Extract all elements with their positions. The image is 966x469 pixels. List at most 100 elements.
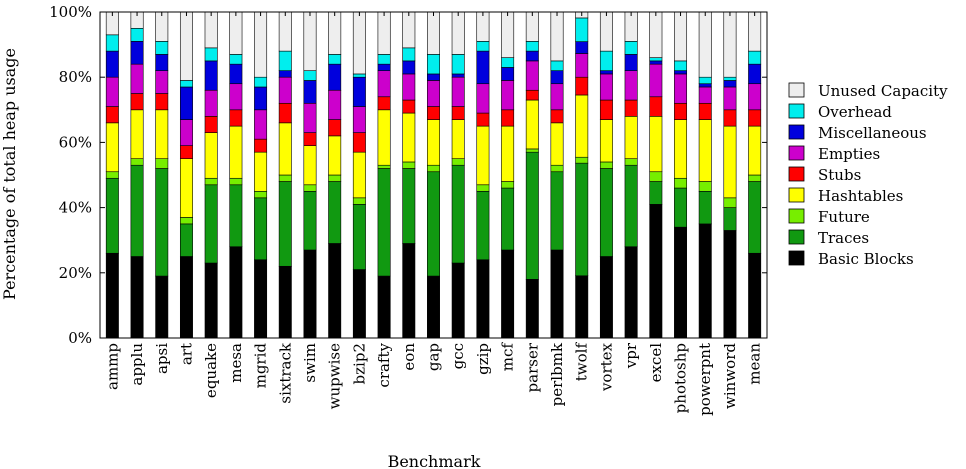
- bar-segment-empties-mesa: [229, 83, 243, 111]
- bar-segment-basic-blocks-eon: [402, 243, 416, 339]
- bar-segment-stubs-wupwise: [328, 119, 342, 137]
- bar-segment-hashtables-gap: [427, 119, 440, 166]
- bar-segment-miscellaneous-gap: [427, 73, 440, 81]
- bar-segment-stubs-mgrid: [254, 138, 268, 153]
- bar-segment-empties-ammp: [105, 76, 119, 107]
- bar-segment-stubs-mean: [748, 109, 762, 127]
- x-tick-label-eon: eon: [400, 343, 418, 371]
- bar-segment-stubs-equake: [204, 116, 218, 133]
- bar-segment-overhead-sixtrack: [278, 50, 292, 71]
- bar-segment-stubs-swim: [303, 132, 317, 146]
- bar-segment-traces-excel: [649, 181, 663, 205]
- x-tick-label-gap: gap: [425, 343, 443, 371]
- bar-segment-stubs-gap: [427, 106, 440, 120]
- bar-segment-overhead-parser: [525, 41, 539, 52]
- bar-segment-future-twolf: [575, 156, 589, 164]
- bar-segment-stubs-excel: [649, 96, 663, 117]
- bar-segment-hashtables-ammp: [105, 122, 119, 173]
- bar-segment-stubs-photoshp: [674, 102, 688, 120]
- bar-segment-stubs-mesa: [229, 109, 243, 127]
- bar-segment-hashtables-crafty: [377, 109, 391, 166]
- bar-segment-basic-blocks-applu: [130, 256, 144, 339]
- bar-segment-traces-gcc: [451, 164, 465, 264]
- bar-segment-basic-blocks-bzip2: [352, 269, 366, 339]
- bar-segment-empties-crafty: [377, 70, 391, 98]
- bar-segment-empties-gap: [427, 80, 440, 107]
- bar-segment-miscellaneous-equake: [204, 60, 218, 91]
- bar-segment-unused-capacity-equake: [204, 11, 218, 49]
- bar-segment-hashtables-apsi: [155, 109, 169, 160]
- bar-segment-future-crafty: [377, 164, 391, 169]
- bar-segment-basic-blocks-vpr: [624, 246, 638, 339]
- y-tick-label: 100%: [49, 3, 92, 21]
- bar-segment-unused-capacity-mcf: [501, 11, 515, 58]
- x-tick-label-powerpnt: powerpnt: [696, 343, 714, 416]
- x-tick-label-wupwise: wupwise: [326, 343, 344, 409]
- bar-segment-overhead-powerpnt: [698, 76, 712, 85]
- bar-segment-stubs-art: [179, 145, 193, 160]
- legend-label-hashtables: Hashtables: [818, 187, 903, 205]
- bar-segment-overhead-equake: [204, 47, 218, 62]
- bar-segment-stubs-applu: [130, 93, 144, 111]
- bar-segment-unused-capacity-winword: [723, 11, 737, 78]
- bar-segment-traces-mgrid: [254, 197, 268, 261]
- legend-swatch-future: [788, 208, 805, 224]
- bar-segment-overhead-apsi: [155, 41, 169, 55]
- x-tick-label-swim: swim: [301, 343, 319, 383]
- bar-segment-overhead-wupwise: [328, 54, 342, 65]
- legend-swatch-empties: [788, 145, 805, 161]
- bar-segment-miscellaneous-applu: [130, 41, 144, 65]
- bar-segment-empties-parser: [525, 60, 539, 91]
- bar-segment-future-powerpnt: [698, 181, 712, 192]
- x-tick-label-vpr: vpr: [622, 342, 640, 369]
- y-tick-label: 60%: [59, 133, 92, 151]
- legend-label-basic-blocks: Basic Blocks: [818, 250, 914, 268]
- bar-segment-hashtables-twolf: [575, 94, 589, 158]
- bar-segment-hashtables-sixtrack: [278, 122, 292, 176]
- bar-segment-basic-blocks-crafty: [377, 275, 391, 339]
- bar-segment-overhead-ammp: [105, 34, 119, 52]
- bar-segment-stubs-winword: [723, 109, 737, 127]
- bar-segment-unused-capacity-photoshp: [674, 11, 688, 62]
- bar-segment-stubs-twolf: [575, 76, 589, 96]
- y-tick-label: 0%: [68, 329, 92, 347]
- bar-segment-traces-twolf: [575, 162, 589, 277]
- bar-segment-unused-capacity-mesa: [229, 11, 243, 55]
- bar-segment-miscellaneous-mgrid: [254, 86, 268, 111]
- bar-segment-miscellaneous-powerpnt: [698, 83, 712, 88]
- plot-frame: [99, 11, 768, 339]
- bar-segment-basic-blocks-mgrid: [254, 259, 268, 339]
- bar-segment-future-parser: [525, 148, 539, 153]
- bar-segment-unused-capacity-swim: [303, 11, 317, 71]
- bar-segment-empties-swim: [303, 102, 317, 133]
- bar-segment-future-vpr: [624, 158, 638, 166]
- bar-segment-miscellaneous-mcf: [501, 67, 515, 81]
- bar-segment-overhead-mesa: [229, 54, 243, 65]
- bar-segment-unused-capacity-sixtrack: [278, 11, 292, 52]
- legend-swatch-hashtables: [788, 187, 805, 203]
- bar-segment-future-applu: [130, 158, 144, 166]
- bar-segment-empties-eon: [402, 73, 416, 101]
- x-tick-label-winword: winword: [721, 343, 739, 409]
- bar-segment-unused-capacity-bzip2: [352, 11, 366, 75]
- bar-segment-overhead-gap: [427, 54, 440, 75]
- bar-segment-future-vortex: [599, 161, 613, 169]
- bar-segment-miscellaneous-perlbmk: [550, 70, 564, 85]
- bar-segment-basic-blocks-gzip: [476, 259, 490, 339]
- bar-segment-overhead-twolf: [575, 17, 589, 42]
- x-tick-label-twolf: twolf: [573, 342, 591, 382]
- bar-segment-unused-capacity-mean: [748, 11, 762, 52]
- bar-segment-future-winword: [723, 197, 737, 208]
- bar-segment-traces-ammp: [105, 177, 119, 254]
- bar-segment-traces-bzip2: [352, 204, 366, 270]
- bar-segment-stubs-powerpnt: [698, 102, 712, 120]
- bar-segment-empties-wupwise: [328, 89, 342, 120]
- bar-segment-unused-capacity-powerpnt: [698, 11, 712, 78]
- bar-segment-overhead-vortex: [599, 50, 613, 71]
- bar-segment-miscellaneous-parser: [525, 50, 539, 62]
- x-tick-label-art: art: [177, 343, 195, 365]
- bar-segment-overhead-mcf: [501, 57, 515, 68]
- bar-segment-traces-sixtrack: [278, 181, 292, 267]
- bar-segment-hashtables-bzip2: [352, 151, 366, 199]
